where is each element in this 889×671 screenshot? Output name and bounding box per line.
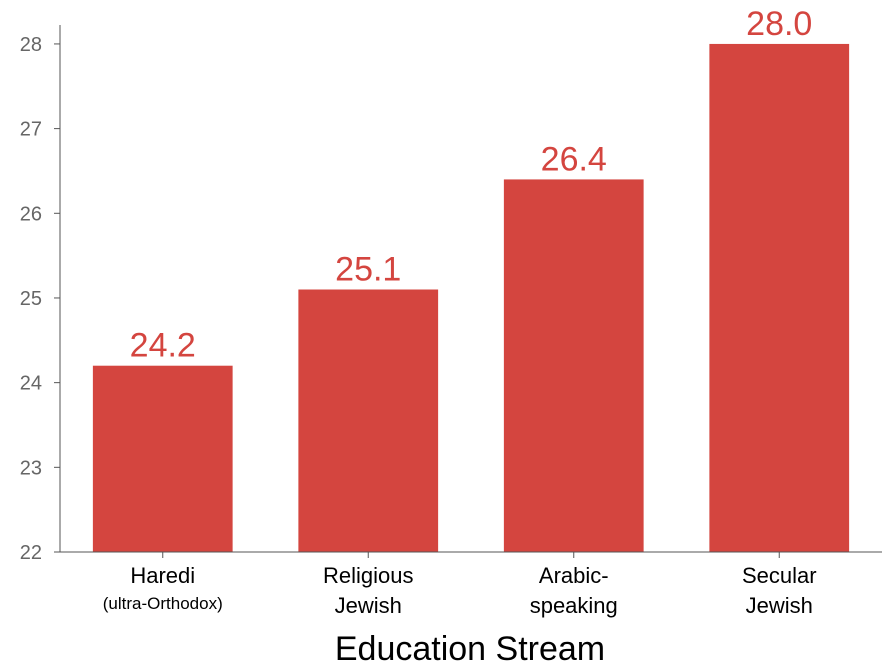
x-tick-sublabel: (ultra-Orthodox)	[103, 594, 223, 613]
x-tick-label: speaking	[530, 593, 618, 618]
bar	[503, 179, 644, 552]
bar-value-label: 28.0	[746, 5, 812, 43]
bar	[709, 43, 850, 552]
bars-group	[92, 43, 850, 552]
bar	[92, 365, 233, 552]
x-tick-label: Religious	[323, 563, 414, 588]
x-tick-label: Haredi	[130, 563, 195, 588]
y-tick-label: 25	[20, 288, 42, 310]
x-tick-label: Arabic-	[539, 563, 609, 588]
x-tick-label: Secular	[742, 563, 817, 588]
x-tick-label: Jewish	[335, 593, 402, 618]
bar-value-label: 26.4	[541, 140, 607, 178]
y-tick-label: 27	[20, 119, 42, 141]
y-axis: 22 23 24 25 26 27 28	[20, 25, 61, 564]
x-axis-title: Education Stream	[335, 630, 605, 668]
y-tick-label: 23	[20, 457, 42, 479]
y-tick-label: 22	[20, 542, 42, 564]
bar-value-labels: 24.2 25.1 26.4 28.0	[130, 5, 813, 365]
x-axis: Haredi (ultra-Orthodox) Religious Jewish Ara…	[60, 551, 882, 618]
x-tick-label: Jewish	[746, 593, 813, 618]
bar-value-label: 24.2	[130, 327, 196, 365]
y-tick-label: 26	[20, 203, 42, 225]
y-tick-label: 24	[20, 373, 42, 395]
y-tick-label: 28	[20, 34, 42, 56]
bar	[298, 289, 439, 552]
bar-value-label: 25.1	[335, 251, 401, 289]
